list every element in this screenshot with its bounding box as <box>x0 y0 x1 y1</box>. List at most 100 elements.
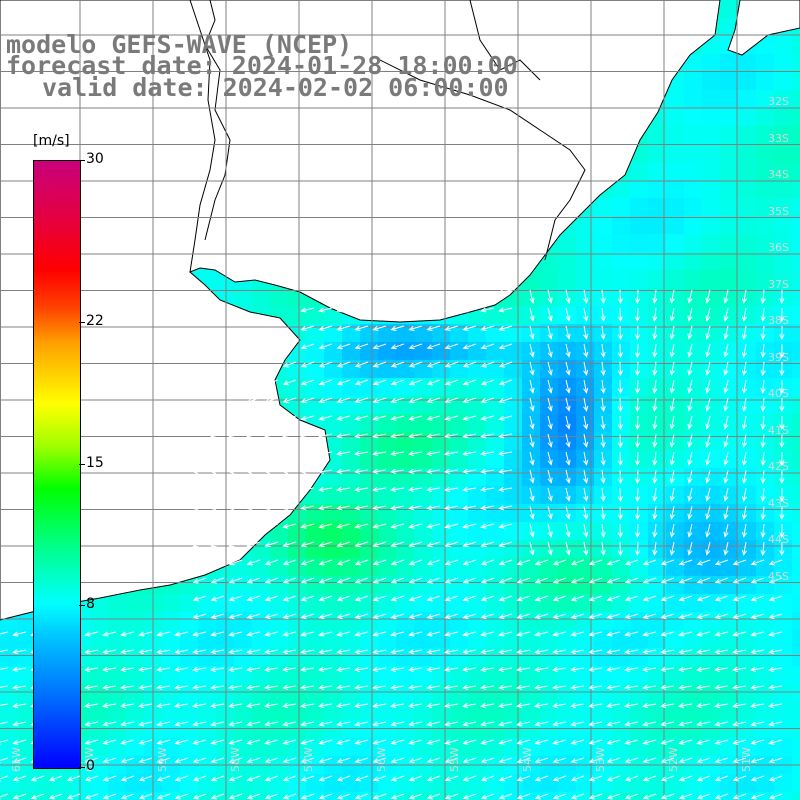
wind-cell <box>612 432 630 450</box>
wind-arrow <box>750 775 765 782</box>
wind-arrow <box>462 577 477 584</box>
wind-cell <box>630 504 648 522</box>
wind-cell <box>684 486 702 504</box>
wind-arrow <box>336 559 351 566</box>
wind-cell <box>702 792 720 800</box>
wind-arrow <box>408 523 423 529</box>
wind-cell <box>126 774 144 792</box>
wind-cell <box>360 612 378 630</box>
wind-cell <box>288 396 306 414</box>
wind-cell <box>558 576 576 594</box>
wind-arrow <box>498 721 513 727</box>
wind-cell <box>486 576 504 594</box>
wind-arrow <box>705 343 711 358</box>
wind-cell <box>738 324 756 342</box>
wind-cell <box>666 234 684 252</box>
wind-arrow <box>696 577 711 584</box>
wind-cell <box>630 198 648 216</box>
wind-arrow <box>696 559 711 566</box>
wind-arrow <box>624 666 639 672</box>
wind-arrow <box>228 649 243 655</box>
wind-cell <box>720 270 738 288</box>
wind-arrow <box>606 613 621 620</box>
wind-arrow <box>282 684 297 690</box>
wind-arrow <box>570 757 585 764</box>
wind-cell <box>468 360 486 378</box>
wind-arrow <box>480 307 495 313</box>
wind-arrow <box>669 415 675 430</box>
wind-arrow <box>570 684 585 690</box>
wind-cell <box>558 450 576 468</box>
wind-cell <box>774 72 792 90</box>
wind-arrow <box>768 613 783 620</box>
wind-cell <box>540 486 558 504</box>
wind-cell <box>468 576 486 594</box>
wind-cell <box>576 558 594 576</box>
wind-arrow <box>282 523 297 529</box>
wind-arrow <box>390 559 405 566</box>
wind-arrow <box>246 433 261 439</box>
wind-arrow <box>210 505 225 511</box>
wind-arrow <box>300 523 315 529</box>
wind-arrow <box>565 451 571 466</box>
wind-arrow <box>300 702 315 709</box>
colorbar-tick-label: 30 <box>86 151 104 167</box>
wind-arrow <box>750 721 765 727</box>
wind-cell <box>450 360 468 378</box>
wind-cell <box>738 270 756 288</box>
wind-cell <box>666 558 684 576</box>
wind-cell <box>252 288 270 306</box>
wind-arrow <box>156 702 171 709</box>
wind-arrow <box>408 505 423 511</box>
wind-arrow <box>687 523 693 538</box>
wind-arrow <box>192 666 207 672</box>
wind-arrow <box>336 775 351 782</box>
wind-arrow <box>498 577 513 584</box>
wind-cell <box>666 432 684 450</box>
wind-cell <box>720 594 738 612</box>
wind-arrow <box>498 307 513 313</box>
wind-arrow <box>652 361 658 377</box>
wind-arrow <box>318 559 333 566</box>
wind-arrow <box>282 793 297 800</box>
wind-cell <box>54 792 72 800</box>
wind-arrow <box>705 415 711 430</box>
wind-arrow <box>84 775 99 782</box>
wind-cell <box>684 576 702 594</box>
wind-cell <box>720 162 738 180</box>
wind-arrow <box>652 523 658 539</box>
wind-arrow <box>714 649 729 655</box>
wind-arrow <box>156 757 171 764</box>
wind-cell <box>576 792 594 800</box>
wind-arrow <box>642 666 657 672</box>
title-forecast-date: forecast date: 2024-01-28 18:00:00 <box>6 51 518 80</box>
wind-cell <box>756 162 774 180</box>
wind-arrow <box>174 775 189 782</box>
wind-arrow <box>669 541 675 556</box>
wind-cell <box>414 540 432 558</box>
wind-arrow <box>678 649 693 655</box>
longitude-label: 61W <box>10 747 23 772</box>
wind-arrow <box>529 523 535 538</box>
wind-arrow <box>264 450 279 457</box>
wind-cell <box>666 252 684 270</box>
wind-arrow <box>318 684 333 690</box>
wind-arrow <box>174 666 189 672</box>
wind-cell <box>738 378 756 396</box>
wind-arrow <box>462 793 477 800</box>
wind-cell <box>738 450 756 468</box>
wind-cell <box>612 216 630 234</box>
wind-arrow <box>264 397 279 404</box>
wind-arrow <box>354 523 369 529</box>
wind-arrow <box>390 702 405 709</box>
latitude-label: 43S <box>768 496 789 510</box>
wind-cell <box>198 792 216 800</box>
wind-cell <box>702 54 720 72</box>
wind-arrow <box>732 559 747 566</box>
wind-cell <box>522 540 540 558</box>
wind-arrow <box>246 684 261 690</box>
wind-arrow <box>498 757 513 764</box>
wind-cell <box>396 594 414 612</box>
wind-cell <box>324 576 342 594</box>
wind-cell <box>306 360 324 378</box>
